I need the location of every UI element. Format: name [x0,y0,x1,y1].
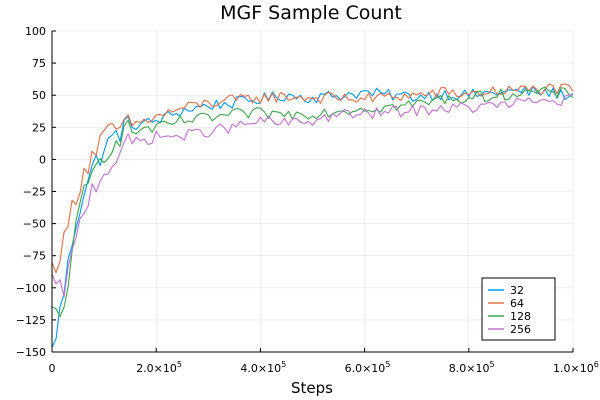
x-tick-exponent: 6 [594,360,599,369]
y-tick-label: 50 [32,89,46,102]
series-line-256 [51,94,574,298]
legend-label: 128 [510,310,531,323]
y-tick-label: 0 [39,153,46,166]
y-tick-label: −25 [23,186,46,199]
y-tick-label: −75 [23,250,46,263]
series-line-32 [51,86,574,348]
x-tick-mantissa: 0 [49,362,56,375]
x-tick-label: 0 [49,362,56,375]
x-tick-exponent: 5 [281,360,286,369]
x-tick-mantissa: 1.0×10 [553,362,594,375]
y-tick-label: −100 [16,282,46,295]
series-lines [51,83,574,348]
axes [51,30,574,353]
x-tick-exponent: 5 [490,360,495,369]
x-tick-label: 2.0×105 [136,360,182,375]
y-tick-label: −50 [23,218,46,231]
x-tick-label: 8.0×105 [449,360,495,375]
x-tick-mantissa: 6.0×10 [345,362,386,375]
legend-label: 64 [510,297,524,310]
series-line-64 [51,83,574,274]
chart-title: MGF Sample Count [220,2,402,24]
x-tick-labels: 0 2.0×105 4.0×105 6.0×105 8.0×105 1.0×106 [49,360,599,375]
y-tick-label: −150 [16,346,46,359]
legend-label: 256 [510,323,531,336]
x-tick-mantissa: 2.0×10 [136,362,177,375]
x-tick-label: 4.0×105 [240,360,286,375]
y-tick-label: 100 [25,25,46,38]
x-tick-label: 1.0×106 [553,360,599,375]
y-tick-label: −125 [16,314,46,327]
x-tick-label: 6.0×105 [345,360,391,375]
legend-label: 32 [510,284,524,297]
y-tick-label: 25 [32,121,46,134]
x-tick-mantissa: 8.0×10 [449,362,490,375]
x-axis-label: Steps [291,379,333,397]
series-line-128 [51,86,574,318]
x-tick-exponent: 5 [385,360,390,369]
x-tick-mantissa: 4.0×10 [240,362,281,375]
x-tick-exponent: 5 [177,360,182,369]
y-tick-label: 75 [32,57,46,70]
y-tick-labels: 100 75 50 25 0 −25 −50 −75 −100 −125 −150 [16,25,46,359]
